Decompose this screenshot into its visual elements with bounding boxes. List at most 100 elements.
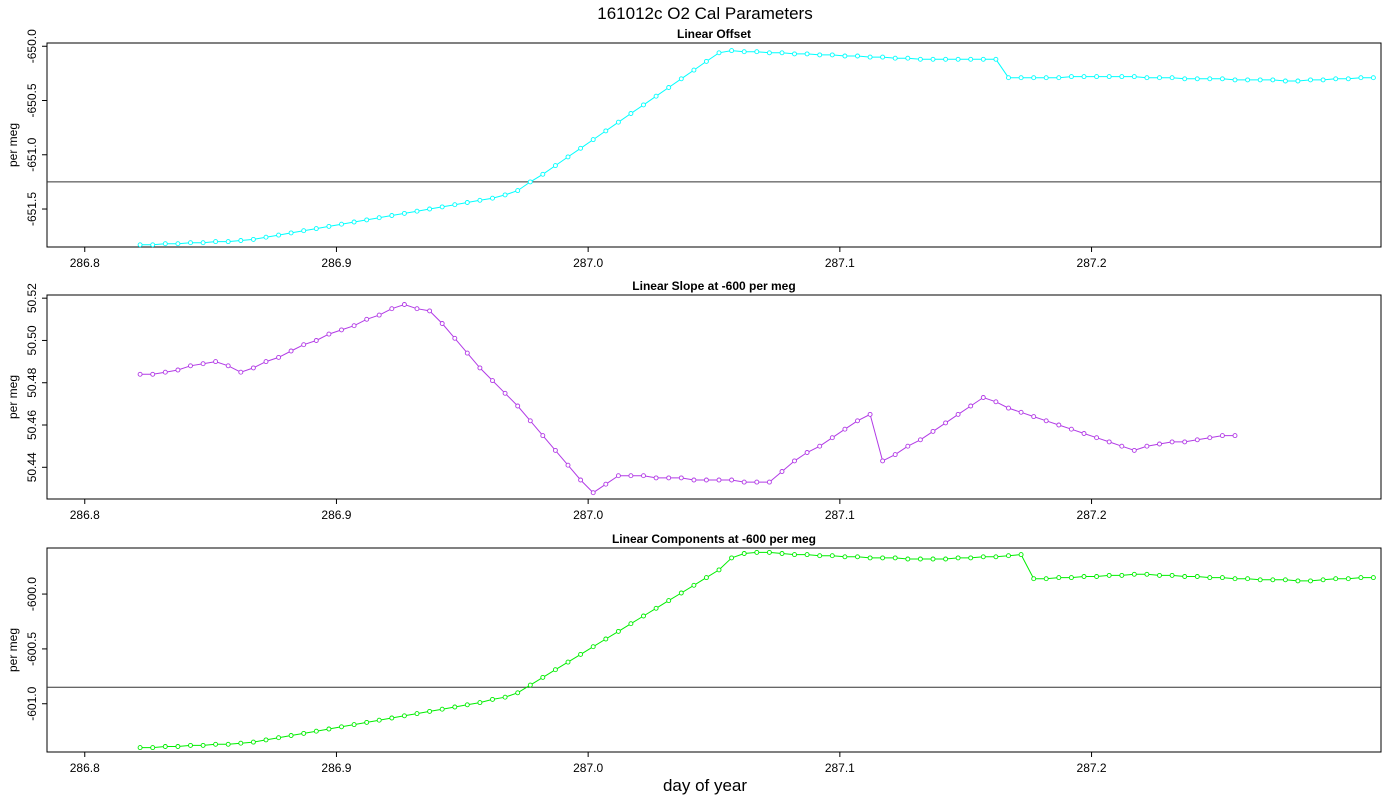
data-point bbox=[452, 704, 458, 710]
data-point bbox=[1031, 414, 1037, 420]
data-point bbox=[792, 552, 797, 558]
data-point bbox=[540, 171, 546, 177]
data-point bbox=[880, 458, 886, 464]
data-point bbox=[1282, 577, 1288, 583]
data-point bbox=[326, 223, 332, 229]
data-point bbox=[628, 111, 634, 116]
data-point bbox=[439, 706, 445, 712]
data-point bbox=[653, 605, 659, 611]
data-point bbox=[1320, 577, 1326, 583]
data-point bbox=[1081, 431, 1087, 436]
plot-frame bbox=[46, 294, 1382, 500]
data-point bbox=[175, 367, 181, 373]
data-point bbox=[502, 192, 508, 198]
data-point bbox=[452, 202, 458, 208]
data-point bbox=[137, 242, 143, 248]
x-tick-label: 286.9 bbox=[321, 761, 351, 775]
data-point bbox=[389, 213, 395, 218]
data-point bbox=[892, 55, 898, 61]
data-point bbox=[339, 724, 344, 730]
data-point bbox=[842, 426, 848, 432]
plot-frame bbox=[46, 547, 1382, 753]
data-point bbox=[829, 553, 835, 559]
data-point bbox=[213, 239, 219, 245]
data-point bbox=[615, 628, 621, 634]
data-point bbox=[741, 49, 747, 55]
data-point bbox=[1018, 75, 1024, 81]
data-point bbox=[565, 462, 571, 468]
data-point bbox=[263, 234, 269, 240]
data-point bbox=[225, 363, 231, 369]
data-point bbox=[1144, 75, 1150, 81]
data-point bbox=[552, 163, 558, 169]
data-point bbox=[804, 552, 810, 558]
data-point bbox=[238, 740, 244, 746]
y-tick-label: 50.46 bbox=[25, 410, 39, 440]
panel-title: Linear Components at -600 per meg bbox=[612, 532, 816, 546]
data-point bbox=[313, 226, 319, 232]
data-point bbox=[1232, 576, 1238, 582]
data-point bbox=[1219, 76, 1225, 82]
data-point bbox=[1094, 435, 1100, 441]
data-point bbox=[1081, 74, 1087, 80]
data-point bbox=[162, 744, 168, 749]
data-point bbox=[628, 621, 634, 627]
data-point bbox=[1144, 571, 1150, 577]
data-point bbox=[175, 744, 181, 749]
data-point bbox=[313, 728, 319, 734]
x-tick-label: 286.8 bbox=[70, 761, 100, 775]
data-point bbox=[188, 363, 193, 369]
y-tick-label: -601.0 bbox=[25, 686, 39, 720]
data-point bbox=[968, 56, 974, 62]
data-point bbox=[1194, 574, 1200, 579]
data-point bbox=[376, 312, 382, 318]
data-point bbox=[477, 197, 483, 203]
data-point bbox=[804, 450, 810, 455]
data-point bbox=[703, 477, 709, 483]
data-point bbox=[766, 549, 772, 555]
data-point bbox=[1333, 576, 1339, 582]
data-point bbox=[263, 737, 269, 743]
data-point bbox=[490, 696, 495, 702]
data-point bbox=[1068, 575, 1074, 581]
data-point bbox=[527, 418, 533, 424]
data-point bbox=[993, 399, 999, 405]
data-point bbox=[1207, 435, 1213, 441]
series-line bbox=[140, 551, 1374, 749]
data-point bbox=[1094, 574, 1100, 579]
data-point bbox=[1194, 437, 1200, 443]
data-point bbox=[804, 51, 810, 57]
data-point bbox=[1157, 75, 1162, 81]
series-line bbox=[140, 303, 1235, 494]
data-point bbox=[1131, 74, 1137, 80]
data-point bbox=[1081, 574, 1087, 579]
data-point bbox=[162, 369, 168, 375]
data-point bbox=[754, 479, 760, 485]
data-point bbox=[565, 154, 571, 160]
data-point bbox=[968, 403, 974, 409]
data-point bbox=[867, 555, 873, 561]
data-point bbox=[364, 719, 370, 725]
data-point bbox=[1043, 418, 1049, 424]
data-point bbox=[250, 236, 256, 242]
x-tick-label: 287.0 bbox=[573, 761, 603, 775]
data-point bbox=[250, 365, 256, 371]
data-point bbox=[188, 742, 193, 748]
data-point bbox=[276, 354, 282, 360]
data-point bbox=[502, 694, 508, 700]
data-point bbox=[1106, 439, 1112, 445]
data-point bbox=[829, 435, 835, 441]
data-point bbox=[1232, 433, 1238, 439]
data-point bbox=[1056, 75, 1062, 81]
data-point bbox=[288, 230, 294, 236]
data-point bbox=[993, 554, 999, 560]
data-point bbox=[653, 475, 659, 481]
data-point bbox=[175, 241, 181, 247]
data-point bbox=[1194, 76, 1200, 82]
data-point bbox=[603, 636, 609, 642]
data-point bbox=[1119, 572, 1125, 578]
plot-frame bbox=[46, 42, 1382, 248]
data-point bbox=[1157, 441, 1162, 447]
data-point bbox=[930, 56, 936, 62]
